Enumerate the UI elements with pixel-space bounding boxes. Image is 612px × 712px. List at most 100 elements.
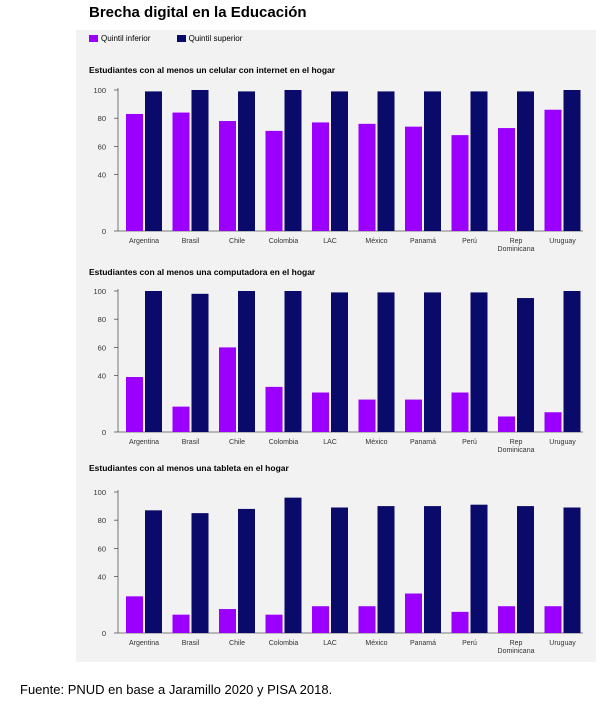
- bar-1-1-8: [517, 298, 534, 432]
- bar-0-0-0: [126, 113, 143, 231]
- bar-0-0-1: [172, 112, 190, 231]
- page-title: Brecha digital en la Educación: [89, 4, 307, 21]
- x-tick-label-0-3: Colombia: [269, 238, 299, 245]
- bar-1-1-9: [563, 291, 581, 432]
- bar-0-1-1: [191, 90, 209, 231]
- x-tick-label-1-1: Brasil: [182, 439, 200, 446]
- x-tick-label-2-3: Colombia: [269, 640, 299, 647]
- y-tick-label-2-3: 80: [98, 516, 106, 525]
- legend-swatch-lower: [89, 35, 98, 42]
- bar-0-0-4: [312, 122, 329, 231]
- x-tick-label-2-4: LAC: [323, 640, 337, 647]
- bar-1-1-1: [191, 293, 209, 432]
- legend-swatch-upper: [176, 35, 186, 42]
- x-tick-label-2-5: México: [365, 640, 387, 647]
- x-tick-label-2-9: Uruguay: [549, 640, 576, 647]
- bar-2-0-9: [544, 606, 562, 633]
- bar-0-1-5: [377, 91, 395, 231]
- y-tick-label-2-0: 0: [102, 629, 106, 638]
- bar-0-0-7: [451, 135, 469, 231]
- bar-0-0-6: [405, 126, 422, 231]
- x-tick-label-0-8: Rep Dominicana: [498, 238, 535, 253]
- chart-title-0: Estudiantes con al menos un celular con …: [89, 65, 336, 75]
- bar-1-0-0: [126, 377, 143, 432]
- bar-2-1-0: [145, 510, 162, 633]
- bar-1-0-3: [265, 386, 283, 432]
- bar-0-0-5: [358, 123, 376, 231]
- x-tick-label-0-6: Panamá: [410, 238, 436, 245]
- bar-0-1-0: [145, 91, 162, 231]
- bar-1-1-3: [284, 291, 302, 432]
- bar-2-0-7: [451, 611, 469, 633]
- bar-2-1-8: [517, 506, 534, 633]
- x-tick-label-0-5: México: [365, 238, 387, 245]
- bar-2-1-5: [377, 506, 395, 633]
- y-tick-label-1-2: 60: [98, 343, 106, 352]
- bar-1-1-5: [377, 292, 395, 432]
- y-tick-label-1-0: 0: [102, 428, 106, 437]
- bar-2-1-3: [284, 497, 302, 633]
- bar-1-0-5: [358, 399, 376, 432]
- x-tick-label-2-6: Panamá: [410, 640, 436, 647]
- x-tick-label-2-7: Perú: [462, 640, 477, 647]
- bar-2-0-5: [358, 606, 376, 633]
- bar-0-0-2: [219, 121, 236, 231]
- legend-label-upper: Quintil superior: [188, 34, 243, 43]
- bar-2-0-4: [312, 606, 329, 633]
- y-tick-label-1-3: 80: [98, 315, 106, 324]
- legend-item-upper: Quintil superior: [176, 34, 243, 43]
- chart-title-2: Estudiantes con al menos una tableta en …: [89, 463, 289, 473]
- bar-2-1-1: [191, 513, 209, 633]
- bar-1-0-4: [312, 392, 329, 432]
- bar-2-1-9: [563, 507, 581, 633]
- bar-2-1-4: [331, 507, 348, 633]
- bar-2-0-0: [126, 596, 143, 633]
- x-tick-label-0-2: Chile: [229, 238, 245, 245]
- bar-1-0-6: [405, 399, 422, 432]
- x-tick-label-1-9: Uruguay: [549, 439, 576, 446]
- x-tick-label-1-2: Chile: [229, 439, 245, 446]
- bar-0-0-9: [544, 109, 562, 231]
- source-note: Fuente: PNUD en base a Jaramillo 2020 y …: [20, 682, 333, 697]
- bar-2-0-3: [265, 614, 283, 633]
- x-tick-label-2-8: Rep Dominicana: [498, 640, 535, 655]
- bar-0-1-3: [284, 90, 302, 231]
- x-tick-label-2-2: Chile: [229, 640, 245, 647]
- legend-label-lower: Quintil inferior: [101, 34, 151, 43]
- bar-2-0-2: [219, 609, 236, 633]
- y-tick-label-0-1: 40: [98, 171, 106, 180]
- bar-1-1-7: [470, 292, 488, 432]
- y-tick-label-1-1: 40: [98, 372, 106, 381]
- y-tick-label-2-1: 40: [98, 573, 106, 582]
- bar-1-1-0: [145, 291, 162, 432]
- x-tick-label-0-9: Uruguay: [549, 238, 576, 245]
- bar-1-1-6: [424, 292, 441, 432]
- y-tick-label-1-4: 100: [93, 287, 106, 296]
- bar-0-1-4: [331, 91, 348, 231]
- bar-2-0-1: [172, 614, 190, 633]
- bar-0-0-3: [265, 130, 283, 231]
- legend-item-lower: Quintil inferior: [89, 34, 150, 43]
- x-tick-label-0-1: Brasil: [182, 238, 200, 245]
- x-tick-label-0-0: Argentina: [129, 238, 159, 245]
- bar-2-0-6: [405, 593, 422, 633]
- bar-0-1-2: [238, 91, 255, 231]
- bar-0-1-6: [424, 91, 441, 231]
- bar-1-1-4: [331, 292, 348, 432]
- x-tick-label-1-7: Perú: [462, 439, 477, 446]
- y-tick-label-2-2: 60: [98, 544, 106, 553]
- bar-2-0-8: [498, 606, 515, 633]
- bar-1-0-9: [544, 412, 562, 432]
- x-tick-label-0-4: LAC: [323, 238, 337, 245]
- y-tick-label-0-3: 80: [98, 114, 106, 123]
- legend: Quintil inferior Quintil superior: [89, 34, 266, 44]
- y-tick-label-2-4: 100: [93, 488, 106, 497]
- x-tick-label-1-8: Rep Dominicana: [498, 439, 535, 454]
- x-tick-label-2-1: Brasil: [182, 640, 200, 647]
- bar-2-1-7: [470, 504, 488, 633]
- bar-2-1-2: [238, 508, 255, 633]
- x-tick-label-1-0: Argentina: [129, 439, 159, 446]
- x-tick-label-2-0: Argentina: [129, 640, 159, 647]
- bar-0-1-7: [470, 91, 488, 231]
